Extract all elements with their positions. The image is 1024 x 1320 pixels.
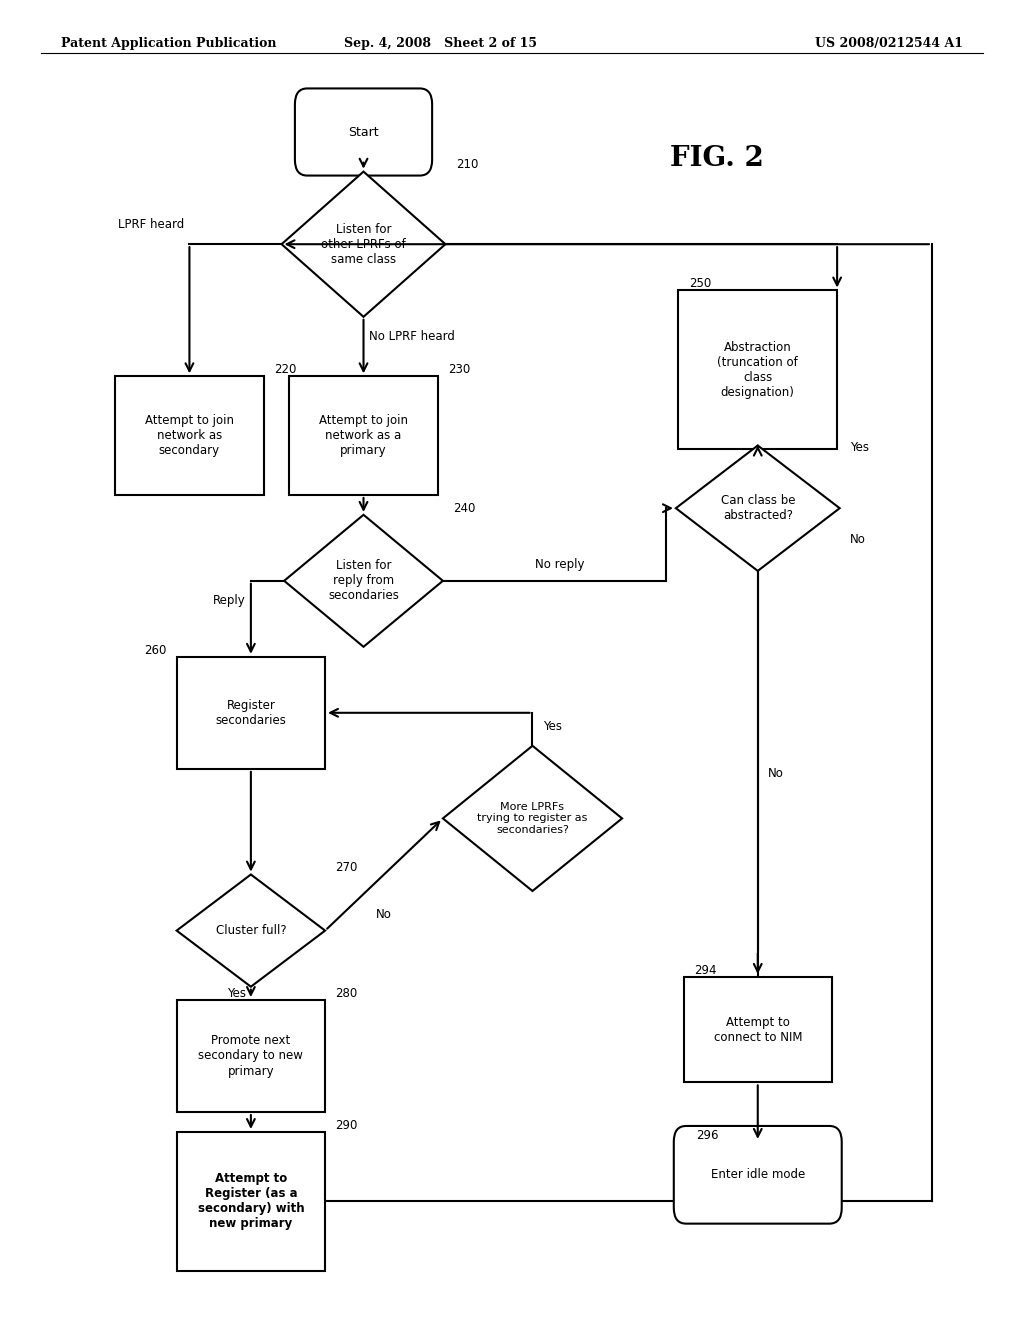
Text: Start: Start	[348, 125, 379, 139]
Text: Abstraction
(truncation of
class
designation): Abstraction (truncation of class designa…	[718, 341, 798, 399]
Text: Attempt to
Register (as a
secondary) with
new primary: Attempt to Register (as a secondary) wit…	[198, 1172, 304, 1230]
Text: Listen for
reply from
secondaries: Listen for reply from secondaries	[328, 560, 399, 602]
Text: No LPRF heard: No LPRF heard	[369, 330, 455, 343]
Text: Enter idle mode: Enter idle mode	[711, 1168, 805, 1181]
Text: 240: 240	[453, 502, 475, 515]
Text: No: No	[768, 767, 784, 780]
Text: Yes: Yes	[226, 987, 246, 999]
Text: No: No	[850, 533, 866, 546]
Text: FIG. 2: FIG. 2	[670, 145, 764, 172]
Text: 220: 220	[274, 363, 296, 376]
Text: Yes: Yes	[543, 719, 562, 733]
Text: 294: 294	[694, 964, 716, 977]
Text: US 2008/0212544 A1: US 2008/0212544 A1	[814, 37, 963, 50]
Bar	[176, 1001, 326, 1111]
Text: Register
secondaries: Register secondaries	[215, 698, 287, 727]
Bar	[115, 376, 264, 495]
Bar	[684, 977, 831, 1082]
Polygon shape	[442, 746, 623, 891]
Text: LPRF heard: LPRF heard	[118, 218, 184, 231]
Text: Attempt to
connect to NIM: Attempt to connect to NIM	[714, 1015, 802, 1044]
Text: Can class be
abstracted?: Can class be abstracted?	[721, 494, 795, 523]
Text: Attempt to join
network as
secondary: Attempt to join network as secondary	[145, 414, 233, 457]
Text: 296: 296	[696, 1129, 719, 1142]
FancyBboxPatch shape	[674, 1126, 842, 1224]
Polygon shape	[284, 515, 442, 647]
Text: Yes: Yes	[850, 441, 869, 454]
Text: No: No	[376, 908, 392, 921]
Text: Sep. 4, 2008   Sheet 2 of 15: Sep. 4, 2008 Sheet 2 of 15	[344, 37, 537, 50]
FancyBboxPatch shape	[295, 88, 432, 176]
Text: 230: 230	[449, 363, 470, 376]
Bar	[678, 290, 838, 449]
Text: 290: 290	[336, 1119, 357, 1131]
Text: No reply: No reply	[535, 558, 584, 572]
Text: 280: 280	[336, 987, 357, 999]
Polygon shape	[676, 446, 840, 570]
Text: More LPRFs
trying to register as
secondaries?: More LPRFs trying to register as seconda…	[477, 801, 588, 836]
Bar	[289, 376, 438, 495]
Text: 210: 210	[456, 158, 478, 172]
Text: 250: 250	[688, 277, 711, 290]
Bar	[176, 1133, 326, 1270]
Text: Listen for
other LPRFs of
same class: Listen for other LPRFs of same class	[322, 223, 406, 265]
Polygon shape	[176, 875, 326, 987]
Text: Promote next
secondary to new
primary: Promote next secondary to new primary	[199, 1035, 303, 1077]
Text: Patent Application Publication: Patent Application Publication	[61, 37, 276, 50]
Text: Cluster full?: Cluster full?	[216, 924, 286, 937]
Text: Attempt to join
network as a
primary: Attempt to join network as a primary	[319, 414, 408, 457]
Text: 260: 260	[144, 644, 166, 656]
Bar	[176, 656, 326, 768]
Text: 270: 270	[336, 862, 357, 874]
Polygon shape	[282, 172, 445, 317]
Text: Reply: Reply	[213, 594, 246, 607]
